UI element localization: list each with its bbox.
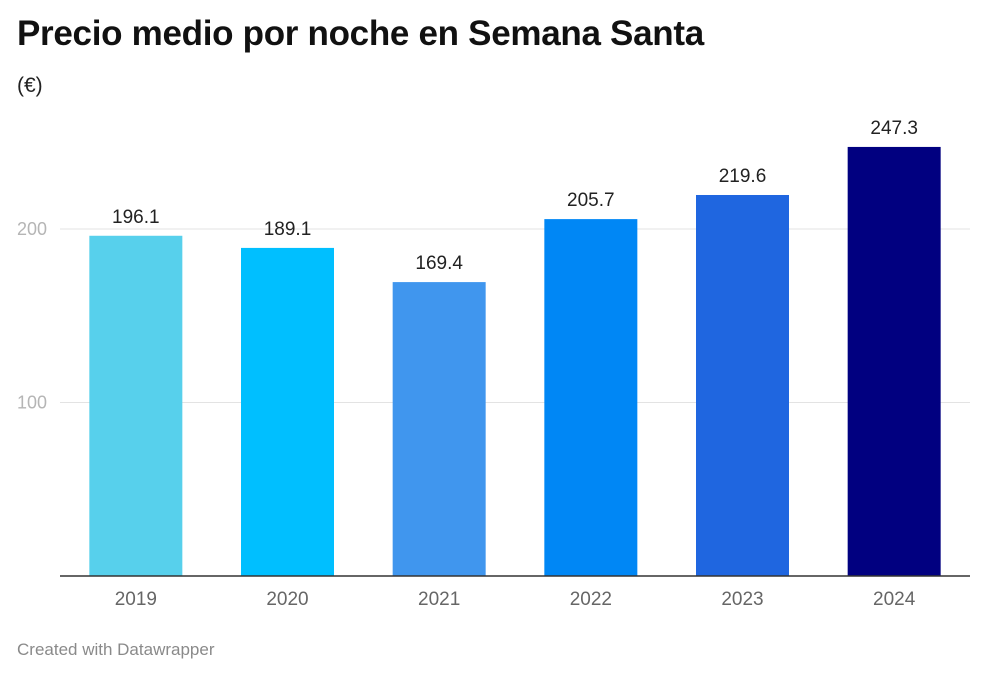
bar-2022: [544, 219, 638, 576]
bar-2020: [241, 247, 334, 576]
value-label: 196.1: [112, 207, 160, 228]
x-tick-label: 2023: [721, 589, 763, 610]
x-tick-label: 2019: [115, 589, 157, 610]
chart-title: Precio medio por noche en Semana Santa: [17, 14, 704, 53]
gridlines: 100 200: [17, 219, 970, 413]
value-label: 219.6: [719, 166, 767, 187]
value-label: 205.7: [567, 190, 615, 211]
bars: [89, 146, 941, 577]
bar-2024: [847, 146, 941, 576]
value-label: 247.3: [870, 118, 918, 139]
x-axis: 2019 2020 2021 2022 2023 2024: [60, 575, 970, 610]
value-labels: 196.1 189.1 169.4 205.7 219.6 247.3: [112, 118, 918, 274]
bar-2021: [392, 282, 486, 576]
bar-2019: [89, 235, 183, 577]
value-label: 189.1: [264, 219, 312, 240]
chart-subtitle: (€): [17, 74, 43, 97]
y-tick-label: 200: [17, 219, 47, 239]
footer-credit: Created with Datawrapper: [17, 640, 215, 659]
y-tick-label: 100: [17, 393, 47, 413]
value-label: 169.4: [415, 253, 463, 274]
x-tick-label: 2024: [873, 589, 916, 610]
bar-2023: [696, 194, 789, 576]
x-tick-label: 2022: [570, 589, 612, 610]
x-tick-label: 2020: [266, 589, 308, 610]
x-tick-label: 2021: [418, 589, 460, 610]
